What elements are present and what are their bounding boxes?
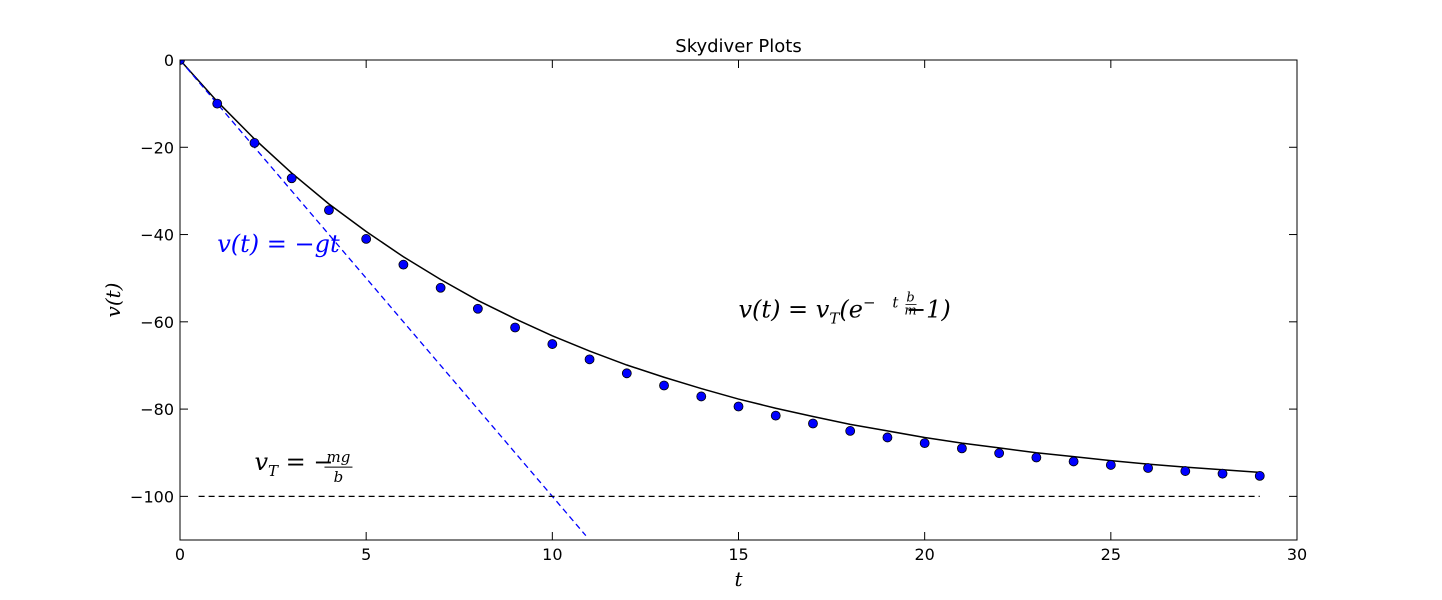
y-tick-label: −80: [140, 400, 174, 419]
freefall-line: [180, 60, 587, 537]
terminal-den: b: [334, 468, 344, 486]
x-axis-label: t: [734, 567, 743, 591]
model-equation: v(t) = vT(e− t −1) b m: [739, 290, 951, 327]
data-point: [472, 303, 483, 314]
data-point: [696, 391, 707, 402]
model-exp-minus: −: [863, 293, 876, 311]
terminal-num: mg: [327, 448, 351, 466]
model-sub: T: [829, 309, 840, 327]
model-pre: v(t) = v: [739, 295, 830, 323]
model-exp-den: m: [904, 303, 916, 318]
data-point: [621, 368, 632, 379]
data-point: [1068, 456, 1079, 467]
model-mid: (e: [839, 295, 863, 323]
data-point: [547, 339, 558, 349]
ticks-layer: 0 5 10 15 20 25 30 0 −20 −40 −60 −80 −100: [130, 51, 1307, 564]
series-layer: [180, 60, 1265, 537]
data-point: [398, 259, 409, 270]
data-point: [249, 138, 260, 148]
y-tick-label: −60: [140, 313, 174, 332]
x-tick-label: 5: [361, 545, 371, 564]
data-point: [1143, 463, 1153, 473]
data-point: [1217, 468, 1228, 479]
y-tick-label: −20: [140, 138, 174, 157]
data-point: [845, 426, 856, 436]
x-tick-label: 10: [542, 545, 562, 564]
model-post: −1): [898, 295, 950, 323]
y-tick-label: −100: [130, 487, 174, 506]
y-tick-label: 0: [164, 51, 174, 70]
data-point: [510, 322, 520, 333]
data-point: [180, 60, 185, 65]
freefall-rhs: −gt: [295, 230, 340, 258]
data-point: [808, 418, 818, 429]
y-axis-label: v(t): [101, 283, 125, 318]
data-point: [919, 438, 930, 449]
x-tick-label: 30: [1287, 545, 1307, 564]
freefall-lhs: v(t): [217, 230, 259, 258]
data-point: [1254, 470, 1265, 481]
model-curve: [180, 60, 1260, 474]
terminal-pre: v: [254, 448, 268, 476]
terminal-eq: = −: [278, 448, 333, 476]
x-tick-label: 25: [1101, 545, 1121, 564]
data-point: [994, 448, 1005, 459]
data-point: [1105, 460, 1116, 470]
terminal-sub: T: [268, 462, 279, 480]
model-exp-num: b: [906, 290, 914, 305]
data-point: [882, 432, 893, 443]
freefall-eq: =: [259, 230, 294, 258]
x-tick-label: 20: [914, 545, 934, 564]
freefall-equation: v(t) = −gt: [217, 230, 340, 258]
x-tick-label: 15: [728, 545, 748, 564]
data-point: [435, 282, 446, 293]
data-point: [733, 401, 744, 412]
data-point: [659, 380, 669, 391]
data-point: [361, 234, 372, 244]
data-point: [286, 173, 297, 184]
data-point: [957, 443, 967, 454]
svg-text:vT = −: vT = −: [254, 448, 333, 480]
terminal-velocity-equation: vT = − mg b: [254, 448, 353, 486]
x-tick-label: 0: [175, 545, 185, 564]
svg-text:v(t) = vT(e− t −1): v(t) = vT(e− t −1): [739, 293, 951, 327]
y-tick-label: −40: [140, 226, 174, 245]
data-point: [584, 354, 595, 365]
model-exp-t: t: [892, 293, 899, 311]
chart-title: Skydiver Plots: [675, 36, 801, 57]
data-point: [770, 410, 781, 421]
data-point: [1031, 452, 1042, 463]
data-point: [324, 205, 334, 216]
data-point: [212, 98, 223, 109]
data-point: [1180, 466, 1191, 476]
